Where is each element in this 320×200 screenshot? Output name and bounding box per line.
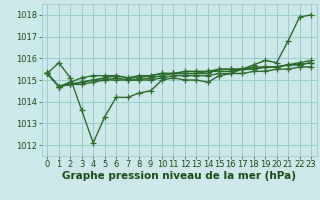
X-axis label: Graphe pression niveau de la mer (hPa): Graphe pression niveau de la mer (hPa) bbox=[62, 171, 296, 181]
